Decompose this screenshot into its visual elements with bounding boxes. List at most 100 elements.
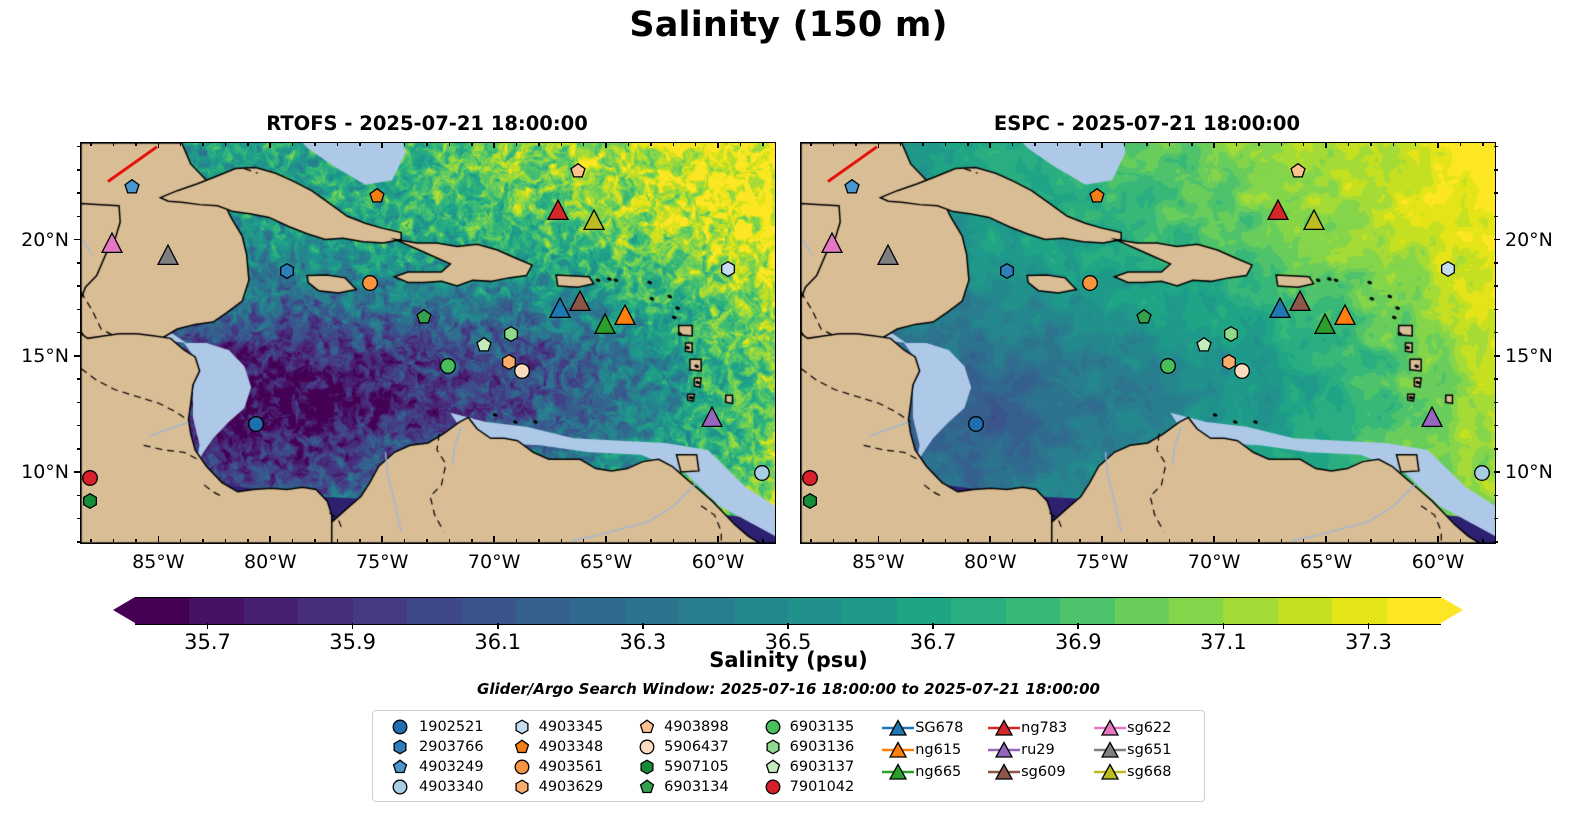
map-marker-sg609[interactable] bbox=[1289, 289, 1312, 312]
legend-item-SG678[interactable]: SG678 bbox=[881, 718, 987, 738]
map-marker-ng615[interactable] bbox=[613, 303, 637, 326]
map-marker-4903561[interactable] bbox=[1081, 274, 1098, 291]
map-marker-sg651[interactable] bbox=[157, 243, 180, 266]
map-marker-4903561[interactable] bbox=[361, 274, 378, 291]
lat-minor-tick bbox=[76, 541, 80, 543]
map-marker-SG678[interactable] bbox=[1269, 296, 1292, 319]
map-marker-7901042[interactable] bbox=[81, 469, 98, 486]
map-panel-rtofs[interactable] bbox=[80, 142, 776, 544]
map-marker-4903629[interactable] bbox=[500, 353, 517, 370]
map-marker-ng783[interactable] bbox=[546, 199, 569, 221]
lon-minor-tick bbox=[112, 142, 115, 146]
lon-minor-tick bbox=[1123, 142, 1126, 146]
map-marker-5907105[interactable] bbox=[81, 493, 98, 510]
map-marker-4903898[interactable] bbox=[1289, 162, 1306, 179]
map-marker-4903348[interactable] bbox=[1088, 188, 1105, 205]
map-marker-6903134[interactable] bbox=[1135, 309, 1152, 326]
legend-marker-glider-icon bbox=[881, 741, 915, 759]
legend-item-6903134[interactable]: 6903134 bbox=[630, 778, 756, 796]
colorbar-segment bbox=[679, 598, 734, 624]
map-marker-5906437[interactable] bbox=[1234, 362, 1251, 379]
lat-minor-tick bbox=[76, 494, 80, 497]
map-marker-2903766[interactable] bbox=[278, 262, 295, 279]
map-marker-sg622[interactable] bbox=[101, 231, 124, 254]
map-marker-SG678[interactable] bbox=[549, 296, 572, 319]
map-marker-ng665[interactable] bbox=[1313, 312, 1336, 335]
lon-minor-tick bbox=[1146, 538, 1148, 542]
legend-item-1902521[interactable]: 1902521 bbox=[383, 718, 505, 736]
colorbar-segment bbox=[1386, 598, 1442, 624]
colorbar-tick bbox=[1367, 623, 1370, 629]
lon-tick-label: 85°W bbox=[132, 551, 185, 573]
map-marker-6903137[interactable] bbox=[475, 337, 492, 354]
map-marker-4903629[interactable] bbox=[1220, 353, 1237, 370]
map-marker-ru29[interactable] bbox=[1421, 405, 1444, 428]
legend-item-6903136[interactable]: 6903136 bbox=[756, 738, 882, 756]
legend-item-ng783[interactable]: ng783 bbox=[987, 718, 1093, 738]
map-marker-4903345[interactable] bbox=[1439, 260, 1456, 277]
legend-item-ng665[interactable]: ng665 bbox=[881, 762, 987, 782]
map-marker-4903249[interactable] bbox=[124, 179, 141, 196]
legend-item-4903898[interactable]: 4903898 bbox=[630, 718, 756, 736]
legend-item-6903135[interactable]: 6903135 bbox=[756, 718, 882, 736]
legend-item-5906437[interactable]: 5906437 bbox=[630, 738, 756, 756]
legend-label: 6903135 bbox=[789, 719, 855, 735]
lon-minor-tick bbox=[922, 142, 924, 146]
legend-item-4903561[interactable]: 4903561 bbox=[505, 758, 631, 776]
map-marker-1902521[interactable] bbox=[247, 416, 264, 433]
map-marker-1902521[interactable] bbox=[967, 416, 984, 433]
legend-item-7901042[interactable]: 7901042 bbox=[756, 778, 882, 796]
lon-minor-tick bbox=[672, 538, 674, 542]
map-marker-sg668[interactable] bbox=[1302, 208, 1325, 231]
legend-item-sg651[interactable]: sg651 bbox=[1093, 740, 1196, 760]
colorbar-segment bbox=[896, 598, 952, 624]
legend-item-4903348[interactable]: 4903348 bbox=[505, 738, 631, 756]
map-marker-4903898[interactable] bbox=[569, 162, 586, 179]
lon-minor-tick bbox=[179, 142, 182, 146]
map-panel-espc[interactable] bbox=[800, 142, 1496, 544]
legend-item-5907105[interactable]: 5907105 bbox=[630, 758, 756, 776]
colorbar-segment bbox=[788, 598, 843, 624]
map-marker-sg609[interactable] bbox=[569, 289, 592, 312]
legend-label: 6903137 bbox=[789, 759, 855, 775]
map-marker-ng615[interactable] bbox=[1333, 303, 1357, 326]
map-marker-ru29[interactable] bbox=[701, 405, 724, 428]
colorbar-segment bbox=[951, 598, 1006, 624]
map-marker-6903136[interactable] bbox=[1222, 325, 1239, 342]
legend-item-4903249[interactable]: 4903249 bbox=[383, 758, 505, 776]
lon-minor-tick bbox=[1123, 538, 1126, 542]
map-marker-5907105[interactable] bbox=[801, 493, 818, 510]
lon-tick bbox=[157, 142, 160, 148]
map-marker-6903136[interactable] bbox=[502, 325, 519, 342]
map-marker-7901042[interactable] bbox=[801, 469, 818, 486]
lon-tick bbox=[717, 142, 719, 148]
map-marker-6903137[interactable] bbox=[1195, 337, 1212, 354]
map-marker-6903135[interactable] bbox=[440, 358, 457, 375]
map-marker-6903134[interactable] bbox=[415, 309, 432, 326]
map-marker-sg622[interactable] bbox=[821, 231, 844, 254]
lon-minor-tick bbox=[112, 538, 115, 542]
map-marker-5906437[interactable] bbox=[514, 362, 531, 379]
map-marker-4903345[interactable] bbox=[719, 260, 736, 277]
map-marker-2903766[interactable] bbox=[998, 262, 1015, 279]
legend-item-ru29[interactable]: ru29 bbox=[987, 740, 1093, 760]
legend-item-sg622[interactable]: sg622 bbox=[1093, 718, 1196, 738]
legend-item-sg609[interactable]: sg609 bbox=[987, 762, 1093, 782]
map-marker-ng665[interactable] bbox=[593, 312, 616, 335]
legend-item-sg668[interactable]: sg668 bbox=[1093, 762, 1196, 782]
map-marker-ng783[interactable] bbox=[1266, 199, 1289, 221]
colorbar-tick bbox=[206, 623, 209, 629]
legend-item-2903766[interactable]: 2903766 bbox=[383, 738, 505, 756]
map-marker-4903249[interactable] bbox=[844, 179, 861, 196]
map-marker-sg668[interactable] bbox=[582, 208, 605, 231]
map-marker-4903348[interactable] bbox=[368, 188, 385, 205]
legend-item-ng615[interactable]: ng615 bbox=[881, 740, 987, 760]
legend-item-4903629[interactable]: 4903629 bbox=[505, 778, 631, 796]
legend-item-4903340[interactable]: 4903340 bbox=[383, 778, 505, 796]
map-marker-4903340[interactable] bbox=[753, 465, 770, 482]
map-marker-6903135[interactable] bbox=[1160, 358, 1177, 375]
legend-item-6903137[interactable]: 6903137 bbox=[756, 758, 882, 776]
legend-item-4903345[interactable]: 4903345 bbox=[505, 718, 631, 736]
map-marker-sg651[interactable] bbox=[877, 243, 900, 266]
map-marker-4903340[interactable] bbox=[1473, 465, 1490, 482]
